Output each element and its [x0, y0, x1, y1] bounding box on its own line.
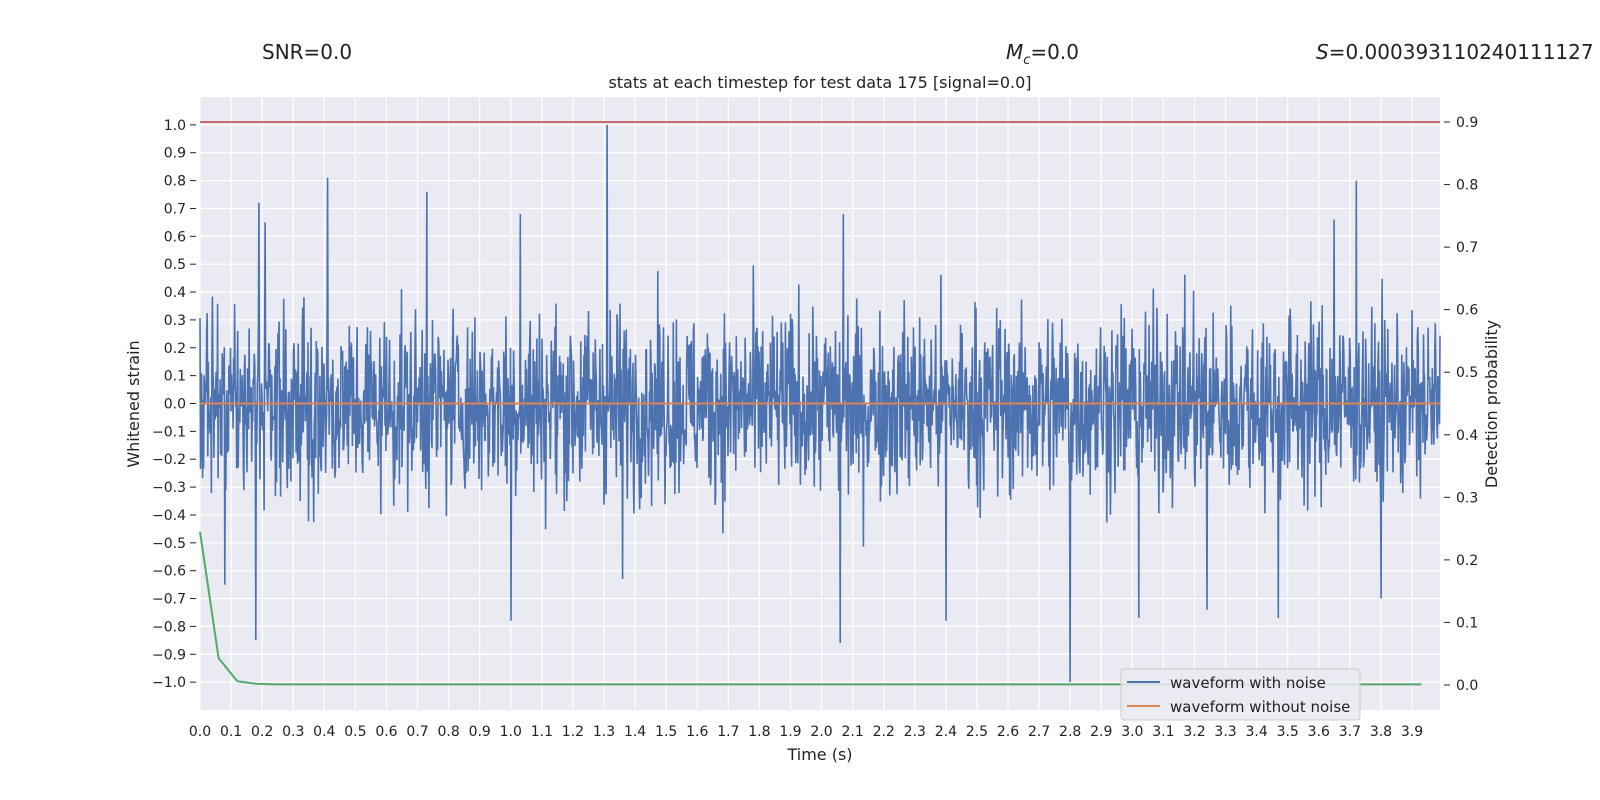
y2-tick-label: 0.5: [1456, 365, 1478, 381]
chart-title: stats at each timestep for test data 175…: [608, 73, 1031, 92]
x-tick-label: 0.2: [251, 724, 273, 740]
x-axis-label: Time (s): [786, 745, 852, 764]
legend-label-waveform-without-noise: waveform without noise: [1170, 698, 1350, 716]
y-tick-label: 1.0: [164, 118, 186, 134]
y2-tick-label: 0.4: [1456, 428, 1478, 444]
y-tick-label: −0.7: [152, 592, 186, 608]
series-waveform-with-noise: [199, 124, 1441, 683]
chirp-mass-subscript: c: [1023, 53, 1031, 68]
x-tick-label: 3.9: [1401, 724, 1423, 740]
y2-tick-label: 0.9: [1456, 115, 1478, 131]
x-tick-label: 3.0: [1121, 724, 1143, 740]
x-tick-label: 3.1: [1152, 724, 1174, 740]
y-tick-label: −0.1: [152, 424, 186, 440]
legend: waveform with noise waveform without noi…: [1120, 668, 1361, 721]
y2-tick-label: 0.2: [1456, 553, 1478, 569]
x-tick-label: 3.4: [1246, 724, 1268, 740]
y2-tick-label: 0.8: [1456, 178, 1478, 194]
x-tick-label: 2.8: [1059, 724, 1081, 740]
x-tick-label: 2.5: [966, 724, 988, 740]
x-tick-label: 1.4: [624, 724, 646, 740]
x-tick-label: 0.9: [469, 724, 491, 740]
y-tick-label: 0.8: [164, 174, 186, 190]
chirp-mass-label: Mc=0.0: [1006, 40, 1079, 68]
y-tick-label: 0.3: [164, 313, 186, 329]
y-tick-label: −0.9: [152, 647, 186, 663]
legend-box: [1120, 668, 1361, 721]
x-tick-label: 0.1: [220, 724, 242, 740]
legend-label-waveform-with-noise: waveform with noise: [1170, 674, 1326, 692]
y2-tick-label: 0.3: [1456, 490, 1478, 506]
x-tick-label: 0.3: [282, 724, 304, 740]
x-tick-label: 2.2: [873, 724, 895, 740]
chirp-mass-symbol: M: [1006, 40, 1024, 64]
y-tick-label: 0.1: [164, 369, 186, 385]
y-tick-label: −0.4: [152, 508, 186, 524]
y-axis-label: Whitened strain: [124, 340, 143, 467]
x-tick-label: 2.7: [1028, 724, 1050, 740]
x-tick-label: 3.2: [1183, 724, 1205, 740]
x-tick-label: 3.8: [1370, 724, 1392, 740]
x-tick-label: 0.4: [313, 724, 335, 740]
y-tick-label: 0.9: [164, 146, 186, 162]
x-tick-label: 2.1: [841, 724, 863, 740]
y2-tick-label: 0.6: [1456, 303, 1478, 319]
x-tick-label: 1.5: [655, 724, 677, 740]
x-tick-label: 3.3: [1214, 724, 1236, 740]
x-tick-label: 2.6: [997, 724, 1019, 740]
x-axis: 0.0 0.1 0.2 0.3 0.4 0.5 0.6 0.7 0.8 0.9 1.0 1.1 1.2 1…: [189, 724, 1423, 740]
y-tick-label: 0.7: [164, 201, 186, 217]
grid: [199, 97, 1440, 710]
x-tick-label: 2.0: [810, 724, 832, 740]
y2-tick-label: 0.0: [1456, 678, 1478, 694]
y-tick-label: −0.5: [152, 536, 186, 552]
x-tick-label: 2.9: [1090, 724, 1112, 740]
x-tick-label: 3.6: [1308, 724, 1330, 740]
y-tick-label: 0.6: [164, 229, 186, 245]
y-tick-label: 0.0: [164, 397, 186, 413]
score-label: S=0.000393110240111127: [1316, 40, 1594, 64]
x-tick-label: 0.7: [406, 724, 428, 740]
score-value: =0.000393110240111127: [1328, 40, 1594, 64]
x-tick-label: 0.5: [344, 724, 366, 740]
y-tick-label: −0.8: [152, 619, 186, 635]
snr-label: SNR=0.0: [262, 40, 353, 64]
y-tick-label: 0.2: [164, 341, 186, 357]
y2-tick-label: 0.7: [1456, 240, 1478, 256]
x-tick-label: 1.6: [686, 724, 708, 740]
x-tick-label: 0.6: [375, 724, 397, 740]
series-detection-probability: [199, 531, 1422, 686]
x-tick-label: 0.8: [437, 724, 459, 740]
x-tick-label: 1.1: [531, 724, 553, 740]
y-tick-label: −0.6: [152, 564, 186, 580]
x-tick-label: 1.3: [593, 724, 615, 740]
y2-axis: 0.9 0.8 0.7 0.6 0.5 0.4 0.3 0.2 0.1 0.0: [1444, 115, 1478, 694]
y-tick-label: 0.5: [164, 257, 186, 273]
y-tick-label: 0.4: [164, 285, 186, 301]
x-tick-label: 1.0: [500, 724, 522, 740]
chirp-mass-value: =0.0: [1030, 40, 1079, 64]
x-tick-label: 1.9: [779, 724, 801, 740]
x-tick-label: 1.8: [748, 724, 770, 740]
y-tick-label: −0.3: [152, 480, 186, 496]
x-tick-label: 0.0: [189, 724, 211, 740]
y2-tick-label: 0.1: [1456, 615, 1478, 631]
x-tick-label: 3.7: [1339, 724, 1361, 740]
x-tick-label: 1.7: [717, 724, 739, 740]
x-tick-label: 3.5: [1277, 724, 1299, 740]
score-symbol: S: [1316, 40, 1329, 64]
y2-axis-label: Detection probability: [1482, 320, 1501, 488]
y-tick-label: −0.2: [152, 452, 186, 468]
x-tick-label: 2.3: [904, 724, 926, 740]
y-axis: 1.0 0.9 0.8 0.7 0.6 0.5 0.4 0.3 0.2 0.1 0.0 −0.1 −0.…: [152, 118, 196, 691]
x-tick-label: 1.2: [562, 724, 584, 740]
y-tick-label: −1.0: [152, 675, 186, 691]
x-tick-label: 2.4: [935, 724, 957, 740]
